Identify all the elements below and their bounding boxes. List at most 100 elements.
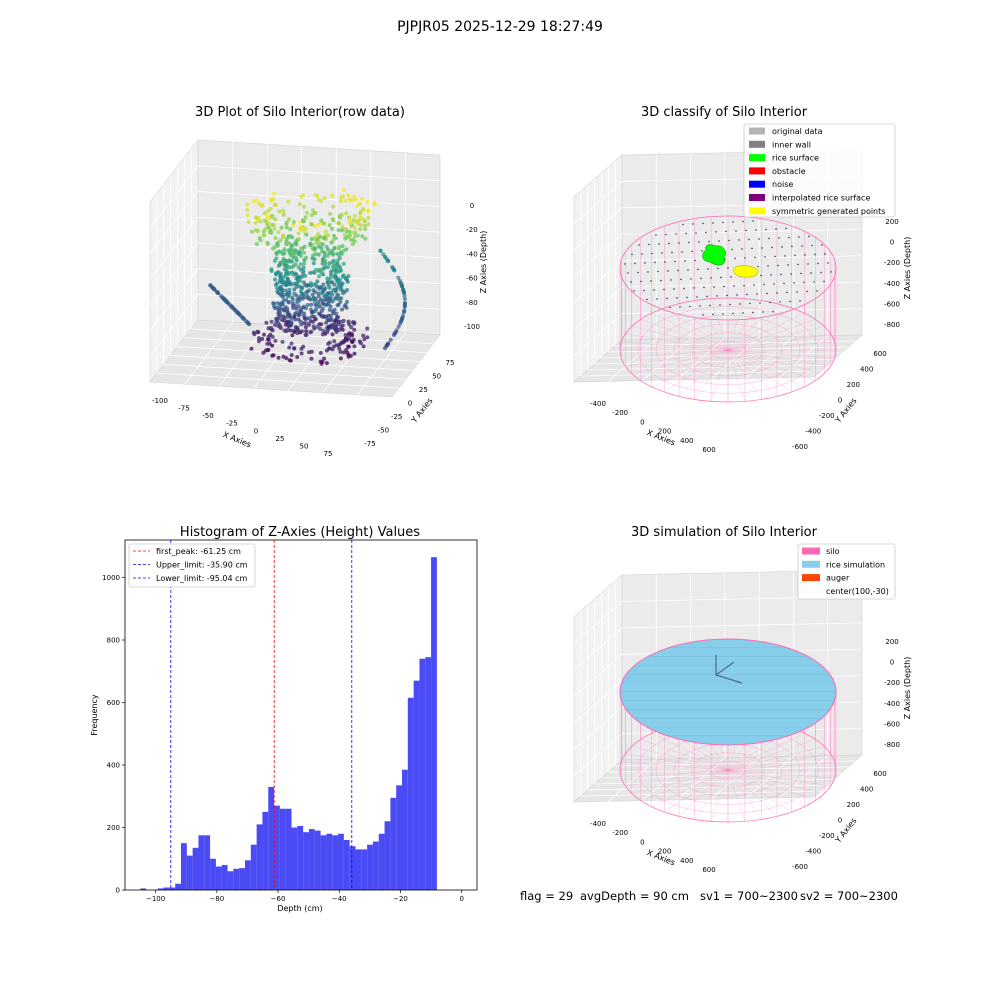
classify-noise-dot [781, 246, 783, 248]
raw-point [308, 271, 313, 275]
raw-point [345, 288, 350, 292]
simulation-silo-floor-spoke [631, 769, 729, 794]
classify-z-tick: 200 [885, 218, 898, 226]
raw-y-tick: 75 [446, 359, 455, 367]
simulation-silo-floor-spoke [621, 769, 729, 779]
raw-point [349, 237, 353, 242]
classify-noise-dot [722, 221, 724, 224]
raw-point [283, 288, 288, 293]
raw-point [360, 234, 365, 239]
raw-point [260, 337, 265, 341]
raw-point [320, 301, 325, 306]
simulation-z-tick: -600 [884, 720, 900, 728]
raw-point [302, 311, 307, 316]
raw-point [322, 196, 327, 201]
raw-point [294, 327, 299, 332]
raw-point [337, 346, 342, 351]
raw-point [334, 268, 339, 273]
raw-point [250, 229, 254, 234]
raw-point [337, 246, 341, 251]
classify-noise-dot [796, 291, 798, 293]
raw-point [289, 320, 294, 325]
raw-point [302, 244, 307, 249]
simulation-legend-label: auger [826, 574, 850, 583]
raw-point [358, 223, 363, 228]
classify-noise-dot [688, 241, 690, 244]
wall-grid-line [621, 228, 863, 235]
raw-point [352, 351, 357, 356]
raw-point [275, 242, 279, 246]
classify-noise-dot [664, 261, 666, 263]
histogram-bar [396, 785, 403, 890]
raw-x-tick: 50 [300, 442, 309, 450]
classify-noise-dot [807, 263, 809, 265]
raw-point [326, 291, 331, 295]
classify-silo-floor-spoke [625, 349, 729, 367]
raw-point [318, 351, 323, 355]
raw-point [275, 301, 280, 306]
wall-grid-line [573, 706, 623, 750]
raw-point [402, 290, 406, 295]
classify-noise-dot [766, 292, 768, 295]
raw-point [281, 249, 286, 254]
raw-point [297, 312, 302, 317]
simulation-silo-floor-spoke [727, 739, 816, 771]
raw-point [327, 340, 332, 345]
classify-silo-floor-spoke [651, 313, 729, 351]
classify-noise-dot [759, 302, 761, 304]
raw-point [347, 197, 352, 202]
raw-point [322, 356, 327, 361]
raw-point [304, 329, 309, 334]
classify-silo-floor-spoke [727, 349, 816, 381]
raw-point [298, 220, 303, 225]
raw-point [345, 279, 350, 284]
raw-point [335, 285, 340, 290]
classify-legend-label: noise [772, 180, 793, 189]
classify-noise-dot [640, 280, 642, 283]
classify-silo-floor-spoke [727, 349, 792, 393]
raw-point [270, 214, 275, 219]
raw-point [348, 221, 353, 226]
raw-point [321, 282, 326, 287]
raw-point [352, 225, 357, 230]
raw-point [315, 324, 320, 329]
raw-point [262, 332, 266, 337]
raw-point [297, 296, 302, 301]
raw-point [299, 246, 303, 251]
classify-noise-dot [784, 255, 786, 257]
classify-noise-dot [683, 287, 685, 290]
raw-point [286, 299, 291, 304]
classify-z-tick: 0 [890, 239, 894, 247]
raw-point [258, 238, 263, 243]
raw-point [341, 350, 346, 355]
classify-noise-dot [824, 253, 826, 255]
classify-noise-dot [790, 273, 792, 275]
classify-noise-dot [718, 240, 720, 242]
raw-point [319, 361, 324, 366]
classify-surface-blobs [702, 244, 759, 278]
classify-noise-dot [830, 271, 832, 273]
raw-point [296, 304, 301, 309]
raw-point [296, 252, 301, 257]
raw-z-tick: -20 [466, 226, 477, 234]
raw-point [352, 213, 357, 218]
raw-point [330, 280, 335, 285]
classify-noise-dot [811, 244, 813, 247]
classify-noise-dot [799, 300, 801, 302]
classify-noise-dot [823, 280, 825, 283]
classify-x-tick: 200 [658, 428, 671, 436]
classify-noise-dot [729, 303, 731, 306]
classify-noise-dot [787, 264, 789, 266]
raw-point [327, 223, 332, 228]
raw-point [284, 237, 289, 242]
wall-grid-line [149, 294, 199, 357]
classify-noise-dot [745, 229, 747, 232]
raw-point [344, 276, 349, 281]
raw-point [393, 330, 398, 335]
raw-point [341, 273, 346, 278]
classify-noise-dot [734, 257, 736, 260]
raw-point [313, 235, 318, 240]
classify-noise-dot [633, 290, 635, 292]
raw-point [295, 355, 300, 359]
classify-silo-floor-spoke [678, 303, 729, 351]
